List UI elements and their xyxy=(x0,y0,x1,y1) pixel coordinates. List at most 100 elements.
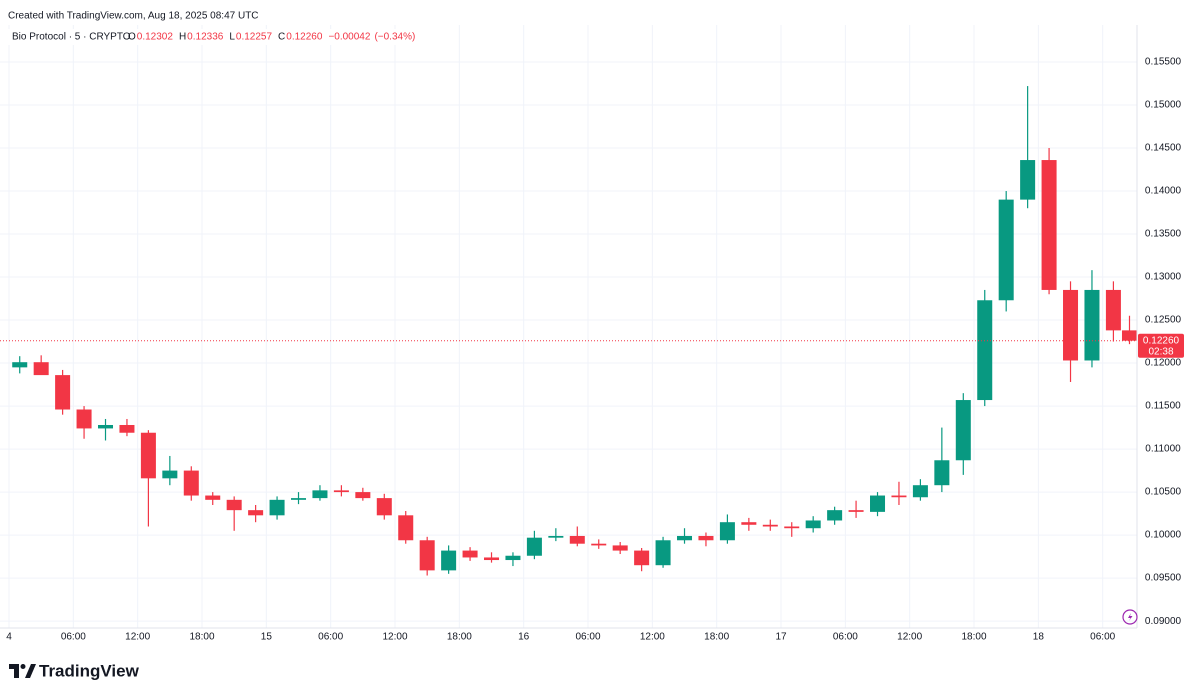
ohlc-value: 0.12302 xyxy=(137,32,174,43)
candle-body xyxy=(484,557,500,561)
icon-bolt xyxy=(1128,613,1133,621)
x-tick-label: 4 xyxy=(6,632,12,643)
change-pct: (−0.34%) xyxy=(374,32,415,43)
candle-body xyxy=(248,510,264,516)
ohlc-key: C xyxy=(278,32,285,43)
price-tag xyxy=(1138,333,1184,358)
candle-body xyxy=(827,510,843,521)
x-tick-label: 12:00 xyxy=(382,632,407,643)
x-tick-label: 12:00 xyxy=(125,632,150,643)
y-tick-label: 0.15000 xyxy=(1145,100,1182,111)
candle-body xyxy=(548,535,564,538)
candle-body xyxy=(205,495,221,500)
candle-body xyxy=(98,424,114,429)
candle-body xyxy=(376,498,392,516)
x-tick-label: 06:00 xyxy=(318,632,343,643)
candle-body xyxy=(891,495,907,498)
candle-body xyxy=(677,535,693,541)
candle-body xyxy=(762,524,778,527)
y-tick-label: 0.15500 xyxy=(1145,57,1182,68)
y-tick-label: 0.13000 xyxy=(1145,272,1182,283)
x-tick-label: 18:00 xyxy=(189,632,214,643)
candle-body xyxy=(526,537,542,556)
y-tick-label: 0.12000 xyxy=(1145,358,1182,369)
ohlc-value: 0.12257 xyxy=(236,32,273,43)
candle-body xyxy=(183,470,199,496)
credit: Created with TradingView.com, Aug 18, 20… xyxy=(8,11,259,22)
candle-body xyxy=(33,362,49,376)
symbol: Bio Protocol · 5 · CRYPTO xyxy=(12,32,131,43)
x-tick-label: 15 xyxy=(261,632,273,643)
candle-body xyxy=(462,550,478,558)
ohlc-key: H xyxy=(179,32,186,43)
candle-body xyxy=(934,460,950,486)
ohlc-key: L xyxy=(229,32,235,43)
x-tick-label: 12:00 xyxy=(640,632,665,643)
candle-body xyxy=(419,540,435,571)
candle-body xyxy=(805,520,821,529)
header: Bio Protocol · 5 · CRYPTO O 0.12302 H 0.123… xyxy=(8,29,415,45)
candle-body xyxy=(226,499,242,511)
y-tick-label: 0.11000 xyxy=(1145,444,1181,455)
price-tag-value: 0.12260 xyxy=(1143,335,1180,346)
candle-body xyxy=(719,522,735,541)
candle-body xyxy=(162,470,178,479)
x-tick-label: 06:00 xyxy=(575,632,600,643)
candle-body xyxy=(698,535,714,541)
icon-ring xyxy=(1122,609,1138,625)
y-tick-label: 0.14000 xyxy=(1145,186,1182,197)
candle-body xyxy=(441,550,457,571)
x-tick-label: 18:00 xyxy=(704,632,729,643)
candle-body xyxy=(977,300,993,401)
candle-body xyxy=(870,495,886,512)
x-tick-label: 06:00 xyxy=(1090,632,1115,643)
x-tick-label: 06:00 xyxy=(833,632,858,643)
candle-body xyxy=(119,424,135,433)
plot-area xyxy=(0,25,1137,628)
ohlc-values: O 0.12302 H 0.12336 L 0.12257 C 0.12260 −0.00042… xyxy=(128,32,415,43)
change: −0.00042 xyxy=(328,32,370,43)
candle-body xyxy=(355,492,371,499)
ohlc-value: 0.12260 xyxy=(286,32,323,43)
candle-body xyxy=(505,555,521,561)
x-tick-label: 12:00 xyxy=(897,632,922,643)
y-tick-label: 0.10500 xyxy=(1145,487,1182,498)
candle-body xyxy=(291,498,307,500)
x-tick-label: 18:00 xyxy=(447,632,472,643)
y-tick-label: 0.09000 xyxy=(1145,616,1182,627)
y-tick-label: 0.12500 xyxy=(1145,315,1182,326)
candle-body xyxy=(140,432,156,479)
candle-body xyxy=(1121,330,1137,341)
candle-body xyxy=(955,400,971,461)
candle-body xyxy=(912,485,928,498)
y-tick-label: 0.10000 xyxy=(1145,530,1182,541)
x-tick-label: 18 xyxy=(1033,632,1045,643)
logo-mark xyxy=(9,664,19,678)
candle-body xyxy=(655,540,671,566)
candle-body xyxy=(569,535,585,544)
candle-body xyxy=(998,199,1014,301)
x-tick-label: 16 xyxy=(518,632,530,643)
candle-body xyxy=(784,526,800,529)
candle-body xyxy=(269,499,285,516)
y-tick-label: 0.09500 xyxy=(1145,573,1182,584)
ohlc-key: O xyxy=(128,32,136,43)
header-bg xyxy=(8,29,398,45)
replay-icon[interactable] xyxy=(1122,609,1138,625)
x-tick-label: 06:00 xyxy=(61,632,86,643)
candle-body xyxy=(612,545,628,551)
brand-logo: TradingView xyxy=(9,661,140,680)
candle-body xyxy=(634,550,650,566)
candle-body xyxy=(1020,160,1036,200)
candle-body xyxy=(55,375,71,410)
candle-body xyxy=(398,515,414,541)
brand: TradingView xyxy=(39,661,140,680)
candle-body xyxy=(333,490,349,493)
candle-body xyxy=(741,522,757,525)
y-tick-label: 0.13500 xyxy=(1145,229,1182,240)
price-tag-countdown: 02:38 xyxy=(1148,346,1173,357)
x-tick-label: 18:00 xyxy=(962,632,987,643)
candle-body xyxy=(1105,289,1121,331)
